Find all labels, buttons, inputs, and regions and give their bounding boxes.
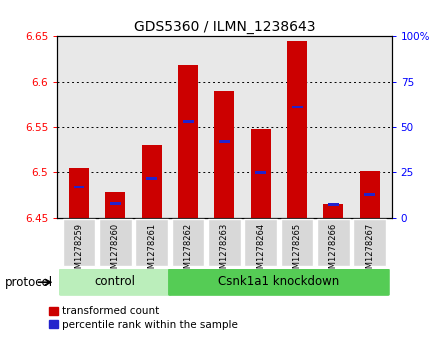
- Bar: [105, 192, 125, 218]
- Bar: [292, 106, 303, 109]
- Bar: [360, 171, 380, 218]
- Text: GSM1278261: GSM1278261: [147, 223, 156, 279]
- Bar: [183, 120, 194, 123]
- Bar: [110, 202, 121, 205]
- Text: GSM1278262: GSM1278262: [183, 223, 193, 279]
- Legend: transformed count, percentile rank within the sample: transformed count, percentile rank withi…: [49, 306, 238, 330]
- FancyBboxPatch shape: [62, 219, 95, 266]
- Bar: [69, 168, 89, 218]
- FancyBboxPatch shape: [59, 269, 172, 296]
- Bar: [328, 203, 339, 205]
- Text: GSM1278264: GSM1278264: [256, 223, 265, 279]
- FancyBboxPatch shape: [244, 219, 277, 266]
- FancyBboxPatch shape: [208, 219, 241, 266]
- FancyBboxPatch shape: [281, 219, 313, 266]
- FancyBboxPatch shape: [353, 219, 386, 266]
- Title: GDS5360 / ILMN_1238643: GDS5360 / ILMN_1238643: [134, 20, 315, 34]
- Bar: [73, 185, 84, 188]
- Text: GSM1278265: GSM1278265: [293, 223, 301, 279]
- Bar: [255, 171, 266, 174]
- Bar: [178, 65, 198, 218]
- Text: Csnk1a1 knockdown: Csnk1a1 knockdown: [218, 275, 340, 288]
- Text: protocol: protocol: [4, 276, 52, 289]
- Text: GSM1278259: GSM1278259: [74, 223, 84, 279]
- FancyBboxPatch shape: [136, 219, 168, 266]
- Text: control: control: [95, 275, 136, 288]
- Bar: [287, 41, 307, 218]
- Bar: [323, 204, 344, 218]
- Text: GSM1278260: GSM1278260: [111, 223, 120, 279]
- Bar: [364, 193, 375, 196]
- Bar: [146, 178, 157, 180]
- Bar: [214, 91, 235, 218]
- FancyBboxPatch shape: [99, 219, 132, 266]
- FancyBboxPatch shape: [317, 219, 350, 266]
- FancyBboxPatch shape: [172, 219, 205, 266]
- Bar: [219, 140, 230, 143]
- FancyBboxPatch shape: [168, 269, 390, 296]
- Bar: [142, 145, 162, 218]
- Text: GSM1278263: GSM1278263: [220, 223, 229, 279]
- Bar: [251, 129, 271, 218]
- Text: GSM1278266: GSM1278266: [329, 223, 338, 279]
- Text: GSM1278267: GSM1278267: [365, 223, 374, 279]
